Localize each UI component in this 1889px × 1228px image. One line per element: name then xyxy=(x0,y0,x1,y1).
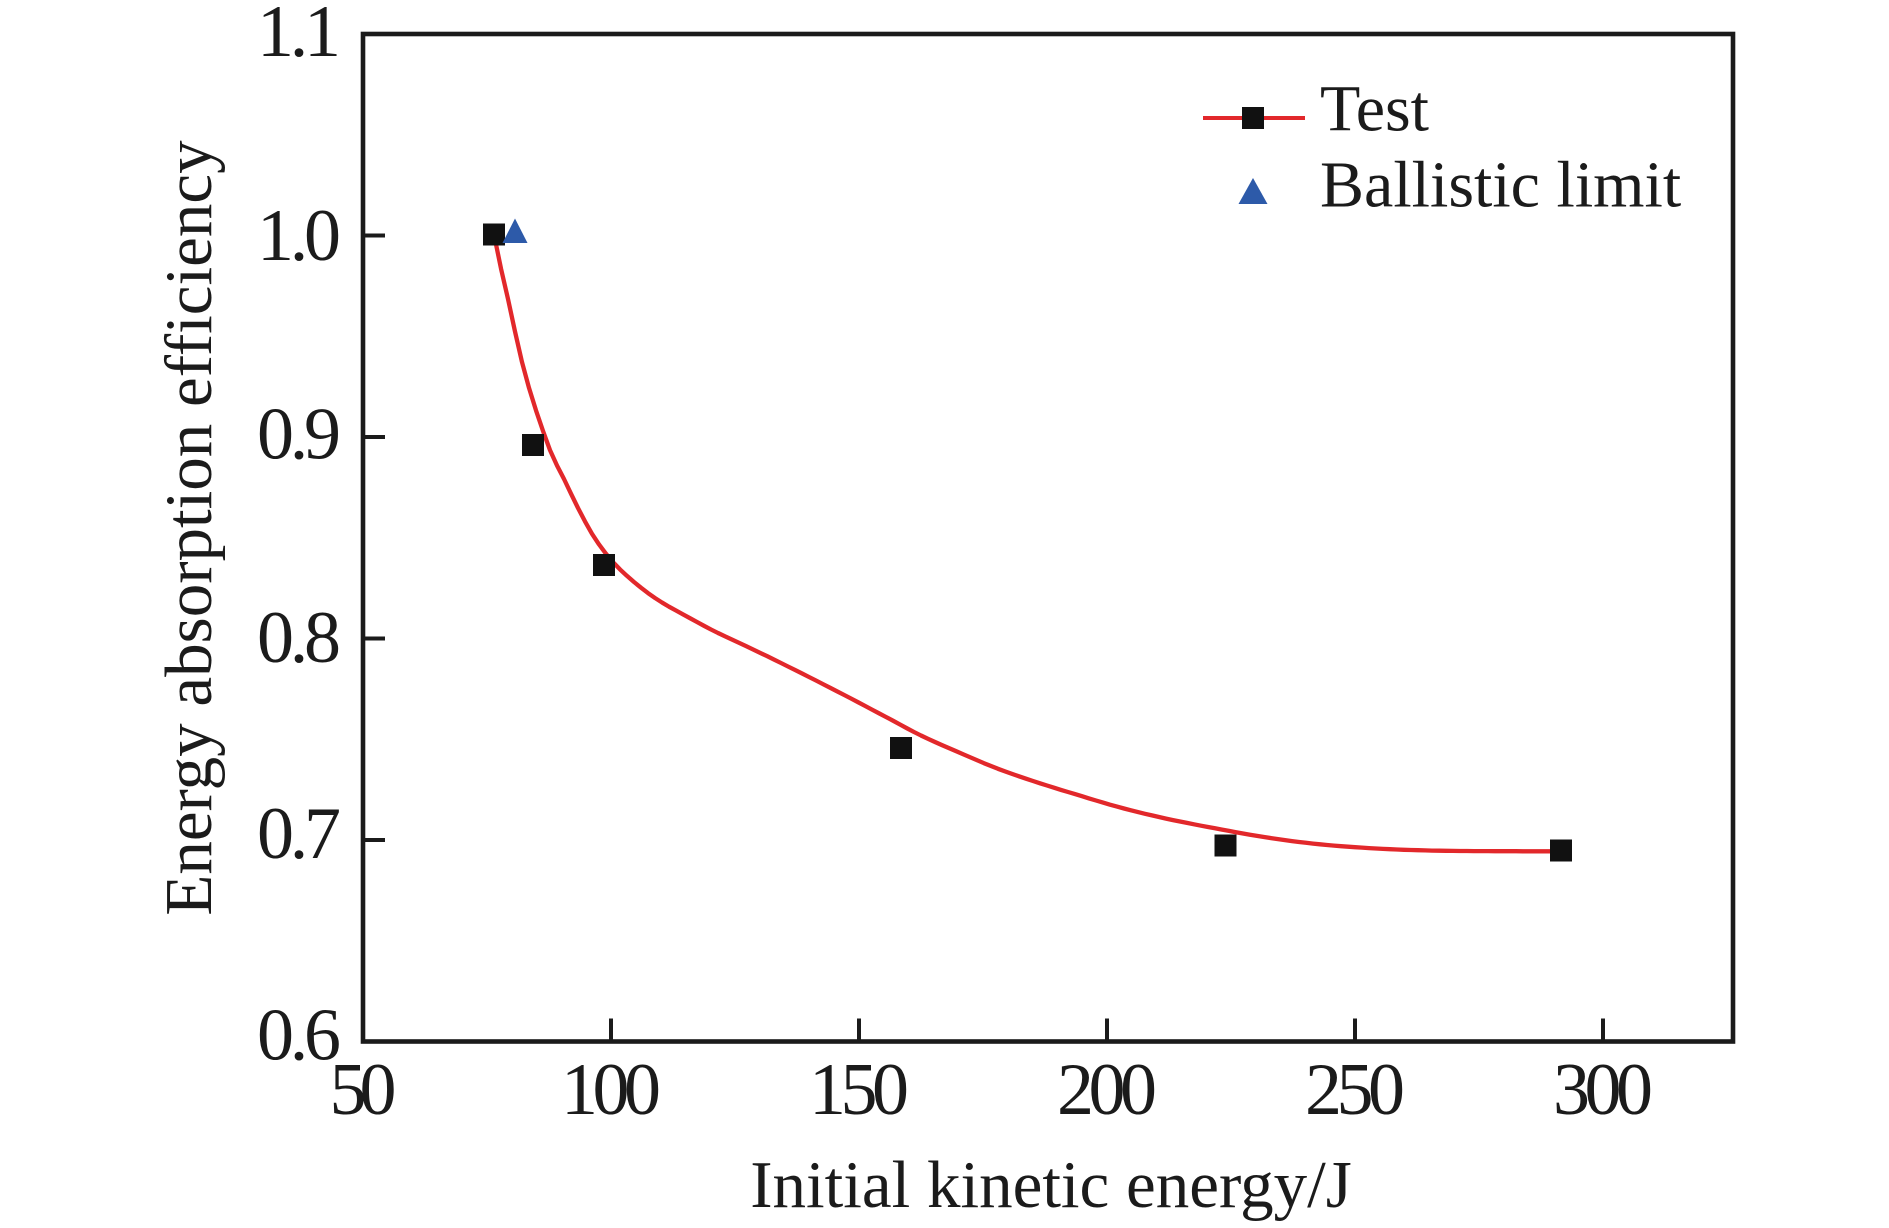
svg-text:100: 100 xyxy=(561,1049,661,1131)
svg-text:0.7: 0.7 xyxy=(257,793,341,875)
svg-text:50: 50 xyxy=(330,1049,397,1131)
svg-text:150: 150 xyxy=(809,1049,909,1131)
svg-text:1.1: 1.1 xyxy=(257,0,341,73)
svg-text:250: 250 xyxy=(1305,1049,1405,1131)
svg-text:0.6: 0.6 xyxy=(257,995,341,1077)
svg-text:0.8: 0.8 xyxy=(257,597,341,679)
svg-text:Test: Test xyxy=(1320,73,1429,146)
svg-text:Initial kinetic energy/J: Initial kinetic energy/J xyxy=(750,1148,1352,1222)
svg-text:Energy absorption efficiency: Energy absorption efficiency xyxy=(152,140,226,916)
svg-text:1.0: 1.0 xyxy=(257,195,341,277)
svg-text:200: 200 xyxy=(1057,1049,1157,1131)
svg-text:0.9: 0.9 xyxy=(257,394,341,476)
svg-text:300: 300 xyxy=(1553,1049,1653,1131)
svg-text:Ballistic limit: Ballistic limit xyxy=(1320,149,1681,222)
